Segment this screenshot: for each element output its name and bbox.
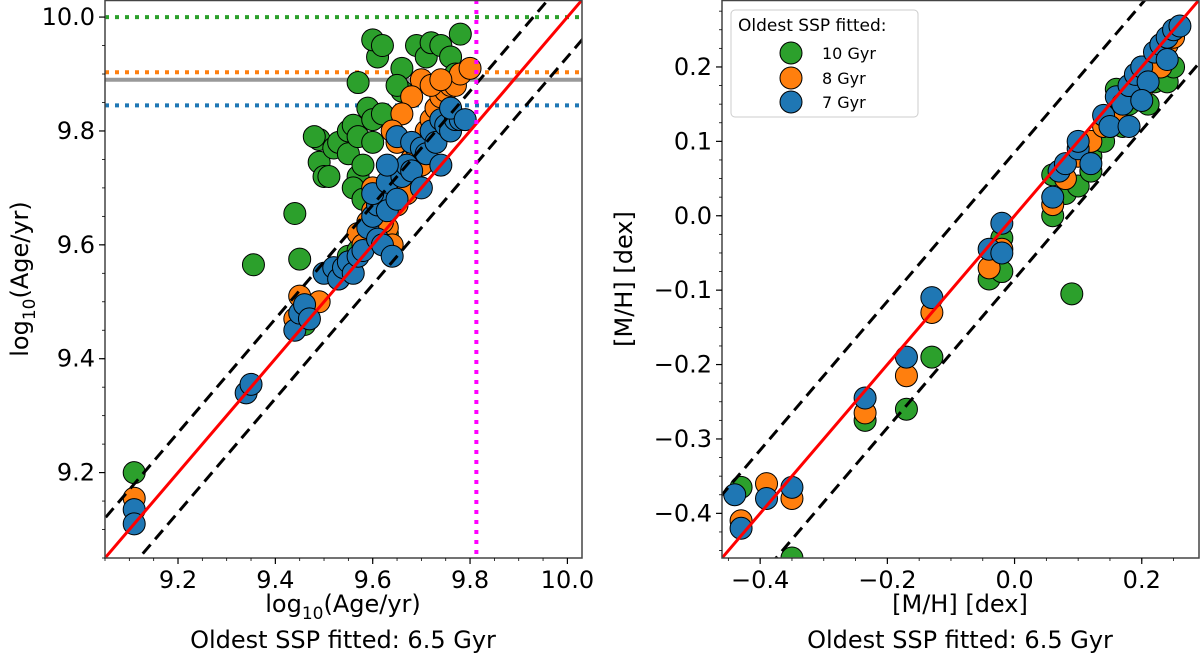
point-7-gyr: [729, 516, 753, 540]
legend-marker-8gyr: [779, 66, 803, 90]
x-tick-label: −0.2: [858, 566, 916, 594]
y-tick-label: 9.8: [57, 117, 95, 145]
y-tick-label: 0.1: [674, 127, 712, 155]
one-to-one-line: [722, 0, 1199, 558]
right-xlabel: [M/H] [dex]: [892, 590, 1028, 618]
left-xlabel: log10(Age/yr): [265, 590, 421, 624]
point-10-gyr: [780, 546, 804, 558]
x-tick-label: 10.0: [541, 566, 594, 594]
x-tick-label: 9.2: [159, 566, 197, 594]
x-tick-label: 0.0: [995, 566, 1033, 594]
legend-box: [730, 9, 919, 118]
point-10-gyr: [894, 397, 918, 421]
point-10-gyr: [351, 153, 375, 177]
point-10-gyr: [317, 165, 341, 189]
one-to-one-line: [105, 0, 582, 558]
point-7-gyr: [1079, 152, 1103, 176]
lower-dashed-line: [774, 60, 1199, 558]
x-tick-label: 9.6: [354, 566, 392, 594]
right-panel: −0.4 −0.2 0.0 0.2−0.4−0.3−0.2−0.10.00.10.2 …: [610, 0, 1200, 654]
right-plot-frame: [721, 0, 1200, 559]
point-7-gyr: [453, 108, 477, 132]
right-caption: Oldest SSP fitted: 6.5 Gyr: [807, 626, 1113, 654]
point-7-gyr: [1053, 152, 1077, 176]
x-tick-label: 0.2: [1123, 566, 1161, 594]
y-tick-label: 9.6: [57, 231, 95, 259]
point-10-gyr: [448, 22, 472, 46]
y-tick-label: 10.0: [42, 3, 95, 31]
left-panel: 9.2 9.4 9.6 9.8 10.0 9.2 9.4 9.6 9.8 10.0 log10(A…: [6, 0, 594, 654]
point-10-gyr: [288, 247, 312, 271]
left-plot-frame: [104, 0, 583, 559]
y-tick-label: −0.3: [654, 425, 712, 453]
legend: Oldest SSP fitted: 10 Gyr 8 Gyr 7 Gyr: [730, 9, 919, 118]
x-tick-label: 9.8: [451, 566, 489, 594]
point-7-gyr: [385, 187, 409, 211]
y-tick-label: 9.4: [57, 345, 95, 373]
point-7-gyr: [990, 241, 1014, 265]
point-10-gyr: [241, 253, 265, 277]
point-8-gyr: [429, 68, 453, 92]
point-7-gyr: [853, 386, 877, 410]
legend-label-7gyr: 7 Gyr: [822, 93, 866, 112]
upper-dashed-line: [105, 0, 550, 521]
point-10-gyr: [302, 125, 326, 149]
point-7-gyr: [1155, 48, 1179, 72]
point-10-gyr: [361, 130, 385, 154]
legend-title: Oldest SSP fitted:: [738, 16, 887, 36]
left-caption: Oldest SSP fitted: 6.5 Gyr: [190, 626, 496, 654]
x-tick-label: −0.4: [731, 566, 789, 594]
point-7-gyr: [990, 211, 1014, 235]
legend-label-8gyr: 8 Gyr: [822, 69, 866, 88]
x-tick-label: 9.4: [256, 566, 294, 594]
point-7-gyr: [380, 244, 404, 268]
legend-marker-10gyr: [779, 41, 803, 65]
point-10-gyr: [283, 202, 307, 226]
point-7-gyr: [375, 153, 399, 177]
point-10-gyr: [920, 345, 944, 369]
lower-dashed-line: [137, 37, 582, 558]
point-10-gyr: [122, 461, 146, 485]
y-tick-label: −0.4: [654, 499, 712, 527]
upper-dashed-line: [722, 0, 1147, 498]
point-7-gyr: [1117, 114, 1141, 138]
point-7-gyr: [1168, 14, 1192, 38]
y-tick-label: −0.2: [654, 351, 712, 379]
point-7-gyr: [1130, 88, 1154, 112]
point-7-gyr: [755, 486, 779, 510]
point-10-gyr: [370, 34, 394, 58]
y-tick-label: −0.1: [654, 276, 712, 304]
right-ylabel: [M/H] [dex]: [610, 211, 638, 347]
legend-label-10gyr: 10 Gyr: [822, 44, 876, 63]
y-tick-label: 0.0: [674, 202, 712, 230]
legend-marker-7gyr: [779, 90, 803, 114]
point-10-gyr: [1060, 282, 1084, 306]
point-7-gyr: [1041, 185, 1065, 209]
point-10-gyr: [346, 71, 370, 95]
y-tick-label: 0.2: [674, 53, 712, 81]
y-tick-label: 9.2: [57, 459, 95, 487]
left-ylabel: log10(Age/yr): [6, 201, 40, 357]
